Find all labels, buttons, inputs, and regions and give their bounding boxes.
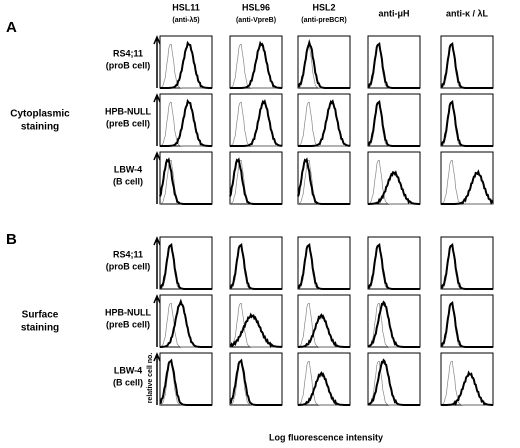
histogram-frame xyxy=(440,35,494,89)
stain-curve xyxy=(229,312,283,349)
row-sublabel: (B cell) xyxy=(113,377,143,387)
group-label: staining xyxy=(21,323,59,334)
group-label: Cytoplasmic xyxy=(10,109,70,120)
control-curve xyxy=(229,43,282,89)
histogram-frame xyxy=(367,236,421,290)
stain-curve xyxy=(440,242,493,290)
column-header: anti-μH xyxy=(378,8,409,18)
panel-label: A xyxy=(6,19,17,36)
histogram-frame xyxy=(159,352,213,406)
x-axis-label: Log fluorescence intensity xyxy=(269,432,383,442)
histogram-frame xyxy=(159,35,213,89)
histogram-frame xyxy=(159,236,213,290)
y-axis-label: relative cell no. xyxy=(147,353,154,404)
control-curve xyxy=(297,43,350,89)
y-arrow xyxy=(153,93,161,146)
row-sublabel: (B cell) xyxy=(113,176,143,186)
column-header: HSL2 xyxy=(312,2,335,12)
stain-curve xyxy=(440,41,493,89)
histogram-frame xyxy=(440,236,494,290)
stain-curve xyxy=(440,300,493,348)
stain-curve xyxy=(230,40,282,89)
column-subheader: (anti-VpreB) xyxy=(236,17,276,24)
stain-curve xyxy=(367,358,420,406)
histogram-frame xyxy=(229,236,283,290)
column-header: HSL11 xyxy=(172,2,200,12)
stain-curve xyxy=(229,242,282,290)
row-label: RS4;11 xyxy=(113,48,143,58)
row-sublabel: (preB cell) xyxy=(106,118,150,128)
stain-curve xyxy=(367,99,420,147)
group-label: staining xyxy=(21,122,59,133)
stain-curve xyxy=(160,98,212,147)
stain-curve xyxy=(297,157,350,205)
stain-curve xyxy=(367,242,420,290)
row-label: LBW-4 xyxy=(114,365,142,375)
row-sublabel: (preB cell) xyxy=(106,319,150,329)
column-subheader: (anti-preBCR) xyxy=(301,17,347,24)
row-label: LBW-4 xyxy=(114,164,142,174)
row-label: RS4;11 xyxy=(113,249,143,259)
stain-curve xyxy=(297,242,350,290)
stain-curve xyxy=(440,99,493,147)
stain-curve xyxy=(159,358,212,406)
group-label: Surface xyxy=(22,310,59,321)
stain-curve xyxy=(160,40,212,89)
stain-curve xyxy=(441,169,494,205)
control-curve xyxy=(297,159,350,205)
stain-curve xyxy=(367,41,420,89)
histogram-frame xyxy=(297,236,351,290)
y-arrow xyxy=(153,151,161,204)
control-curve xyxy=(229,159,282,205)
stain-curve xyxy=(159,157,212,205)
column-header: HSL96 xyxy=(242,2,270,12)
stain-curve xyxy=(229,157,282,205)
stain-curve xyxy=(441,370,493,406)
stain-curve xyxy=(298,313,350,348)
stain-curve xyxy=(367,300,420,348)
control-curve xyxy=(440,159,493,205)
stain-curve xyxy=(159,242,212,290)
y-arrow xyxy=(153,294,161,347)
histogram-frame xyxy=(367,151,421,205)
control-curve xyxy=(159,159,212,205)
stain-curve xyxy=(297,38,350,89)
control-curve xyxy=(367,159,420,205)
column-header: anti-κ / λL xyxy=(446,8,489,18)
histogram-frame xyxy=(229,352,283,406)
stain-curve xyxy=(229,358,282,406)
column-subheader: (anti-λ5) xyxy=(172,16,199,24)
y-arrow xyxy=(153,35,161,88)
histogram-frame xyxy=(440,352,494,406)
row-label: HPB-NULL xyxy=(105,106,151,116)
row-sublabel: (proB cell) xyxy=(106,60,151,70)
stain-curve xyxy=(298,371,350,406)
row-sublabel: (proB cell) xyxy=(106,261,151,271)
y-arrow xyxy=(153,352,161,405)
control-curve xyxy=(229,302,282,348)
control-curve xyxy=(297,302,350,348)
stain-curve xyxy=(368,170,420,205)
stain-curve xyxy=(230,99,283,147)
panel-label: B xyxy=(6,231,17,248)
histogram-frame xyxy=(440,93,494,147)
control-curve xyxy=(229,101,282,147)
control-curve xyxy=(440,360,493,406)
histogram-frame xyxy=(367,93,421,147)
y-arrow xyxy=(153,236,161,289)
histogram-frame xyxy=(440,294,494,348)
row-label: HPB-NULL xyxy=(105,307,151,317)
stain-curve xyxy=(298,99,351,147)
histogram-frame xyxy=(367,35,421,89)
histogram-frame xyxy=(159,93,213,147)
stain-curve xyxy=(160,298,212,348)
control-curve xyxy=(297,360,350,406)
control-curve xyxy=(297,101,350,147)
